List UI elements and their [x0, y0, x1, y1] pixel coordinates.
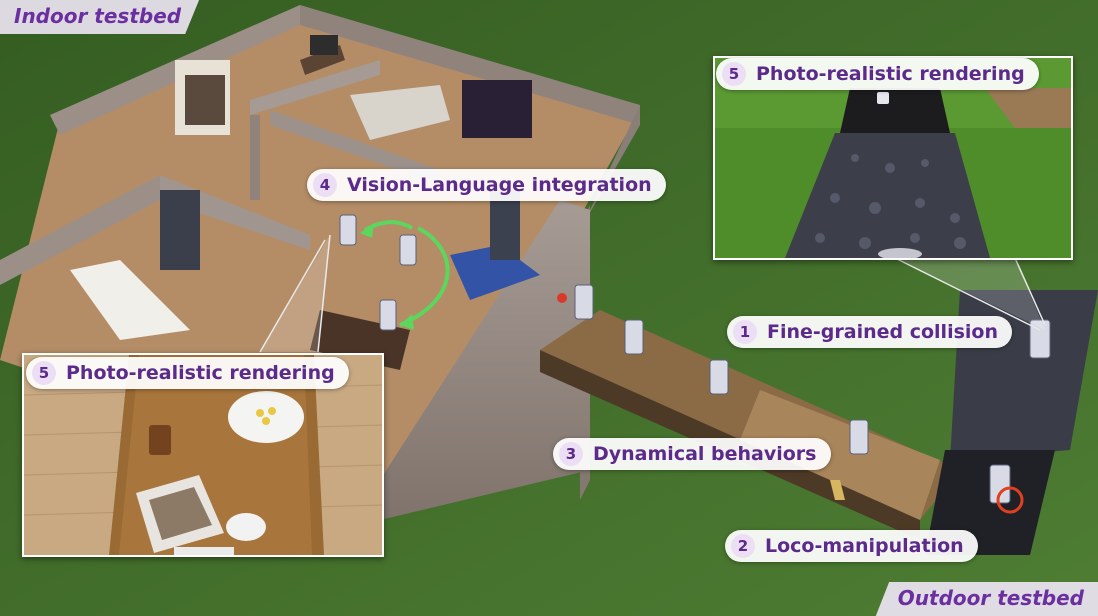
callout-dynamical-behaviors: 3 Dynamical behaviors	[553, 438, 831, 470]
callout-loco-manipulation: 2 Loco-manipulation	[725, 530, 978, 562]
callout-number: 4	[313, 173, 337, 197]
callout-vision-language: 4 Vision-Language integration	[307, 169, 666, 201]
callout-number: 3	[559, 442, 583, 466]
callout-number: 2	[731, 534, 755, 558]
outdoor-testbed-label: Outdoor testbed	[875, 582, 1098, 616]
callout-text: Photo-realistic rendering	[756, 63, 1025, 85]
indoor-testbed-label: Indoor testbed	[0, 0, 200, 34]
callout-number: 1	[733, 320, 757, 344]
outdoor-render	[715, 58, 1071, 258]
callout-number: 5	[722, 62, 746, 86]
callout-photo-realistic-indoor: 5 Photo-realistic rendering	[26, 357, 349, 389]
callout-photo-realistic-outdoor: 5 Photo-realistic rendering	[716, 58, 1039, 90]
callout-text: Fine-grained collision	[767, 321, 998, 343]
inset-outdoor-closeup	[713, 56, 1073, 260]
callout-number: 5	[32, 361, 56, 385]
callout-text: Dynamical behaviors	[593, 443, 817, 465]
callout-fine-grained-collision: 1 Fine-grained collision	[727, 316, 1012, 348]
callout-text: Photo-realistic rendering	[66, 362, 335, 384]
callout-text: Vision-Language integration	[347, 174, 652, 196]
callout-text: Loco-manipulation	[765, 535, 964, 557]
